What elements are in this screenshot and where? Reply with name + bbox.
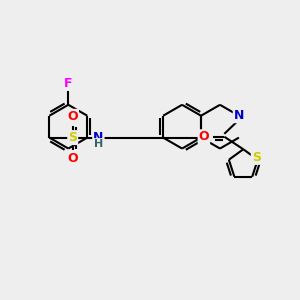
Text: S: S bbox=[68, 131, 77, 144]
Text: N: N bbox=[234, 109, 244, 122]
Text: H: H bbox=[94, 139, 103, 149]
Text: F: F bbox=[64, 77, 73, 90]
Text: N: N bbox=[93, 131, 103, 144]
Text: O: O bbox=[68, 110, 78, 123]
Text: O: O bbox=[68, 152, 78, 165]
Text: O: O bbox=[199, 130, 209, 143]
Text: S: S bbox=[252, 151, 261, 164]
